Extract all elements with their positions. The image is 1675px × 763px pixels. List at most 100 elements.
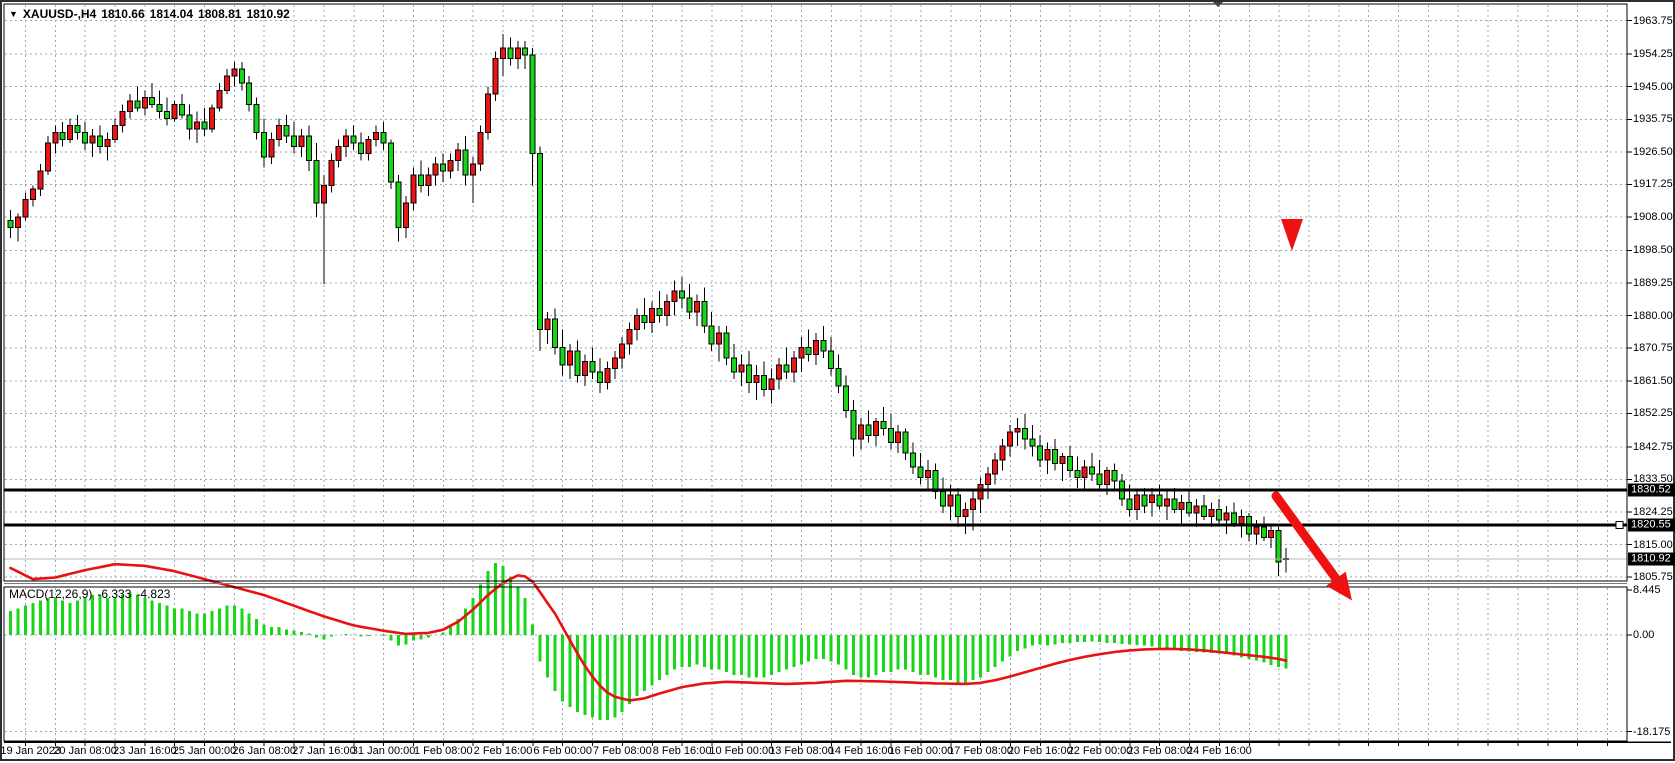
price-axis-label: 1935.75 — [1633, 113, 1673, 126]
candle-bullish — [604, 367, 611, 384]
macd-histogram-bar — [449, 627, 453, 635]
macd-histogram-bar — [1083, 635, 1087, 642]
candle-bullish — [22, 198, 29, 218]
macd-histogram-bar — [1113, 635, 1117, 643]
candle-bearish — [1074, 470, 1081, 479]
macd-histogram-bar — [866, 635, 870, 678]
candle-bullish — [119, 110, 126, 126]
macd-histogram-bar — [948, 635, 952, 681]
candle-bullish — [126, 100, 133, 112]
macd-histogram-bar — [1150, 635, 1154, 647]
macd-histogram-bar — [38, 600, 42, 635]
candle-bullish — [477, 132, 484, 165]
macd-histogram-bar — [956, 635, 960, 683]
candle-bearish — [253, 103, 260, 134]
macd-histogram-bar — [658, 635, 662, 681]
candle-bearish — [179, 103, 186, 116]
macd-histogram-bar — [270, 627, 274, 635]
big-down-arrow-head[interactable] — [1326, 571, 1352, 601]
macd-histogram-bar — [583, 635, 587, 715]
candle-bearish — [290, 135, 297, 148]
macd-histogram-bar — [1068, 635, 1072, 643]
macd-histogram-bar — [695, 635, 699, 665]
macd-main-value: -6.333 — [97, 587, 132, 601]
macd-histogram-bar — [755, 635, 758, 678]
macd-histogram-bar — [807, 635, 811, 662]
macd-histogram-bar — [546, 635, 550, 678]
candle-bearish — [641, 315, 648, 324]
candle-bullish — [671, 290, 678, 303]
candle-bullish — [104, 139, 111, 148]
macd-histogram-bar — [441, 632, 445, 635]
candle-bearish — [380, 132, 387, 144]
candle-bullish — [857, 424, 864, 440]
candle-bullish — [634, 315, 641, 331]
macd-histogram-bar — [613, 635, 617, 718]
time-axis-label: 20 Jan 08:00 — [53, 745, 117, 757]
candle-bullish — [1223, 512, 1230, 521]
macd-histogram-bar — [150, 600, 154, 635]
candle-bullish — [1178, 501, 1185, 510]
candle-bearish — [828, 350, 835, 369]
candle-bullish — [320, 184, 327, 204]
macd-histogram-bar — [1217, 635, 1221, 654]
macd-histogram-bar — [978, 635, 982, 678]
macd-histogram-bar — [919, 635, 923, 675]
candle-bullish — [984, 473, 991, 486]
macd-histogram-bar — [46, 597, 50, 635]
candle-bearish — [305, 135, 312, 162]
macd-histogram-bar — [23, 605, 27, 635]
macd-histogram-bar — [1075, 635, 1079, 642]
macd-histogram-bar — [1001, 635, 1005, 662]
candle-bearish — [283, 124, 290, 137]
candle-bullish — [492, 58, 499, 95]
candle-bearish — [156, 103, 163, 112]
candle-bearish — [261, 132, 268, 158]
macd-histogram-bar — [553, 635, 557, 691]
candle-bearish — [462, 149, 469, 176]
time-axis-label: 25 Jan 00:00 — [172, 745, 237, 757]
sell-signal-triangle-icon[interactable] — [1281, 219, 1303, 251]
macd-histogram-bar — [1284, 635, 1288, 669]
chart-shift-marker[interactable] — [1212, 1, 1224, 7]
candle-bearish — [164, 110, 171, 119]
chevron-down-icon[interactable]: ▼ — [9, 9, 18, 19]
macd-histogram-layer — [9, 563, 1288, 721]
candle-bullish — [216, 89, 223, 109]
macd-histogram-bar — [1008, 635, 1012, 657]
macd-histogram-bar — [188, 611, 192, 635]
candle-bearish — [850, 410, 857, 440]
candle-bullish — [872, 420, 879, 436]
price-axis-label: 1833.50 — [1633, 473, 1673, 486]
candle-bullish — [1104, 470, 1111, 486]
price-axis-label: 1917.25 — [1633, 178, 1673, 191]
time-axis-label: 20 Feb 16:00 — [1007, 745, 1073, 757]
time-axis-label: 22 Feb 00:00 — [1067, 745, 1133, 757]
macd-histogram-bar — [1045, 635, 1049, 646]
macd-histogram-bar — [963, 635, 967, 683]
price-axis-label: 1945.00 — [1633, 80, 1673, 93]
price-axis-label: 1908.00 — [1633, 211, 1673, 224]
candle-bearish — [238, 68, 245, 84]
candle-bearish — [1096, 473, 1103, 486]
price-axis-label: 1842.75 — [1633, 440, 1673, 453]
big-down-arrow-shaft[interactable] — [1271, 491, 1341, 584]
candle-bullish — [276, 124, 283, 141]
candle-bullish — [611, 357, 618, 369]
candle-bearish — [440, 163, 447, 172]
macd-histogram-bar — [635, 635, 639, 697]
macd-histogram-bar — [1038, 635, 1042, 645]
candle-bearish — [7, 220, 14, 229]
macd-histogram-bar — [628, 635, 632, 705]
candle-bullish — [194, 121, 200, 130]
candle-bullish — [171, 103, 178, 119]
price-axis-label: 1861.50 — [1633, 374, 1673, 387]
candle-bullish — [790, 357, 797, 373]
candle-bearish — [701, 301, 708, 327]
time-axis-label: 14 Feb 16:00 — [828, 745, 894, 757]
macd-histogram-bar — [1142, 635, 1146, 646]
macd-pane-border — [3, 586, 1628, 742]
candle-bullish — [455, 149, 462, 162]
line-handle[interactable] — [1615, 520, 1624, 529]
